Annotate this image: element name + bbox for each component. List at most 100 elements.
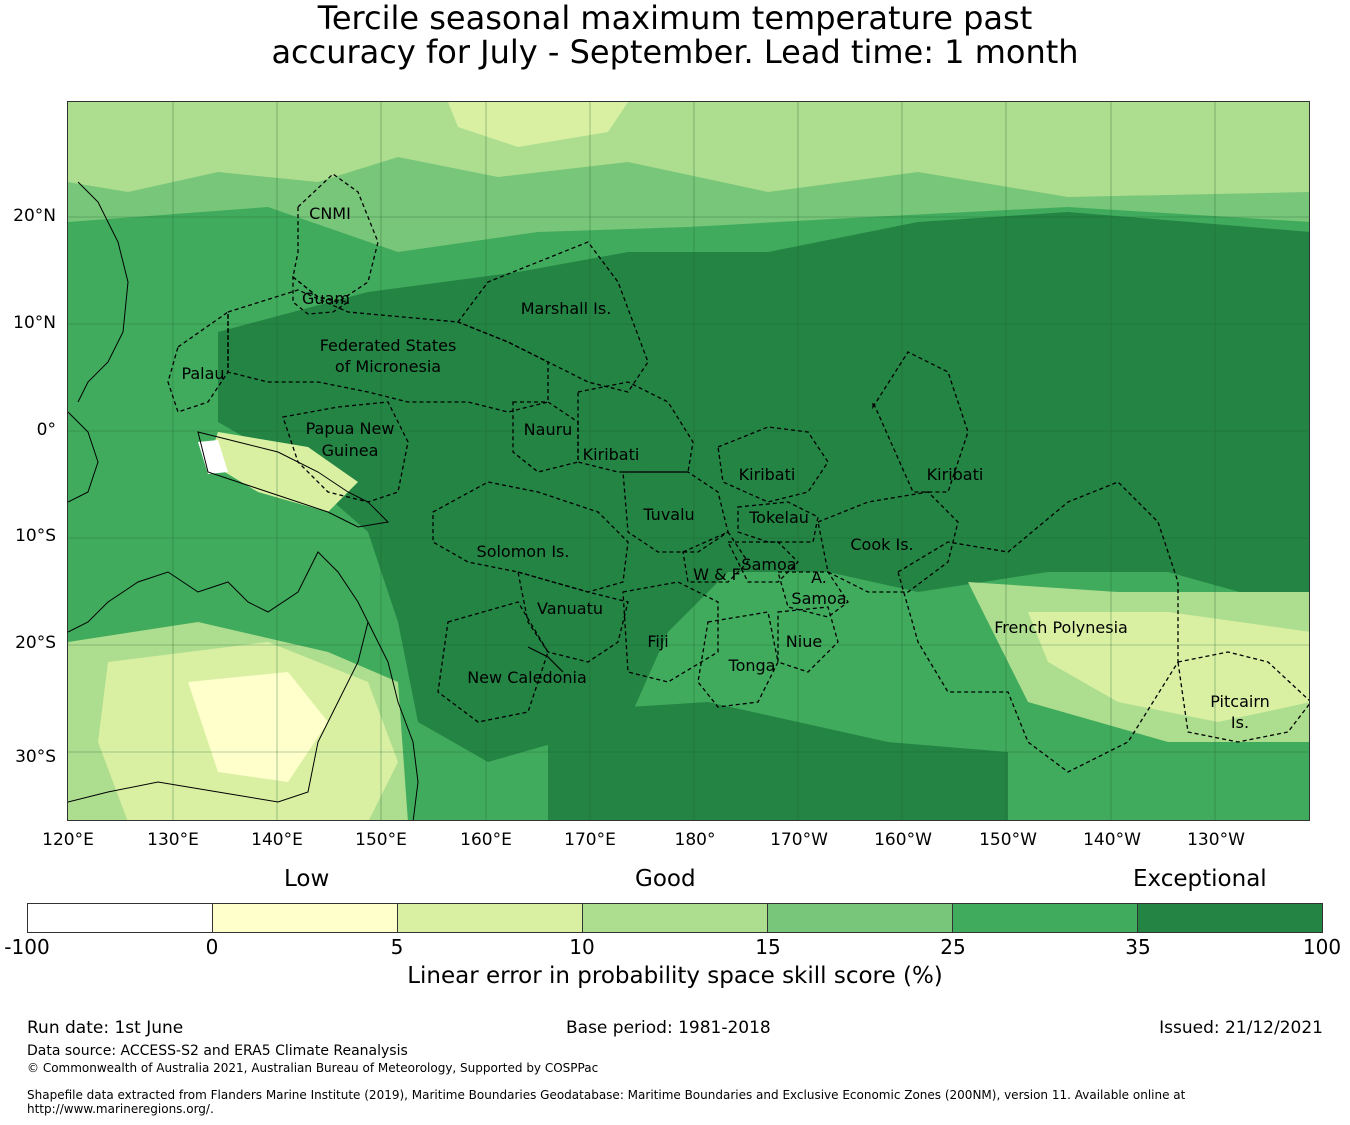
- colorbar-label: Linear error in probability space skill …: [407, 963, 943, 989]
- lon-label: 150°E: [355, 830, 407, 850]
- issued-date: Issued: 21/12/2021: [1159, 1018, 1323, 1038]
- colorbar-segment: [768, 904, 953, 932]
- lon-label: 170°W: [770, 830, 828, 850]
- region-label: New Caledonia: [467, 668, 587, 687]
- legend-category-good: Good: [635, 866, 696, 892]
- region-label: CNMI: [309, 204, 351, 223]
- eez-kiribati-phoenix: [717, 426, 829, 503]
- skill-zone-core: [218, 212, 1309, 762]
- region-label: Guam: [302, 289, 350, 308]
- region-label: French Polynesia: [994, 618, 1128, 637]
- eez-kiribati-gilbert: [577, 381, 694, 473]
- colorbar-tick: -100: [4, 935, 50, 959]
- region-label: Is.: [1231, 713, 1249, 732]
- eez-american-samoa: [777, 571, 849, 618]
- colorbar-tick: 35: [1125, 935, 1151, 959]
- lon-label: 130°E: [147, 830, 199, 850]
- eez-new-caledonia: [437, 601, 549, 723]
- region-label: Vanuatu: [537, 599, 603, 618]
- lon-label: 140°W: [1083, 830, 1141, 850]
- eez-niue: [777, 606, 839, 673]
- eez-cook: [817, 491, 959, 593]
- lon-label: 140°E: [251, 830, 303, 850]
- coastlines: [68, 181, 564, 820]
- map-title-line-1: Tercile seasonal maximum temperature pas…: [317, 0, 1033, 37]
- region-label: Kiribati: [739, 465, 796, 484]
- coast-borneo: [68, 411, 99, 503]
- region-label: Palau: [181, 364, 224, 383]
- lon-label: 120°E: [42, 830, 94, 850]
- colorbar-segment: [583, 904, 768, 932]
- region-labels: CNMI Guam Marshall Is. Federated States …: [181, 204, 1269, 732]
- region-label: Tokelau: [748, 508, 809, 527]
- region-label: of Micronesia: [335, 357, 441, 376]
- skill-zone-southwest-palest: [188, 672, 328, 782]
- lon-label: 130°W: [1187, 830, 1245, 850]
- region-label: Nauru: [524, 420, 573, 439]
- region-label: Pitcairn: [1210, 692, 1270, 711]
- region-label: Federated States: [320, 336, 457, 355]
- colorbar: [27, 903, 1323, 933]
- eez-png: [282, 401, 409, 503]
- colorbar-segment: [1138, 904, 1322, 932]
- eez-tokelau: [737, 501, 819, 543]
- map-title-line-2: accuracy for July - September. Lead time…: [271, 33, 1079, 71]
- legend-category-low: Low: [284, 866, 330, 892]
- lon-label: 170°E: [564, 830, 616, 850]
- eez-tonga: [697, 611, 779, 708]
- lat-label: 0°: [36, 420, 56, 440]
- run-date: Run date: 1st June: [27, 1018, 184, 1038]
- eez-kiribati-line: [872, 351, 969, 493]
- coast-australia: [68, 551, 369, 803]
- shapefile-credit-line-1: Shapefile data extracted from Flanders M…: [27, 1088, 1186, 1102]
- region-label: A.: [811, 568, 827, 587]
- colorbar-segment: [213, 904, 398, 932]
- colorbar-tick: 5: [390, 935, 404, 959]
- coast-australia-east: [367, 621, 419, 820]
- legend-category-exceptional: Exceptional: [1133, 866, 1267, 892]
- colorbar-segment: [398, 904, 583, 932]
- colorbar-segment: [953, 904, 1138, 932]
- region-label: Samoa: [741, 555, 796, 574]
- region-label: Marshall Is.: [521, 299, 612, 318]
- eez-fsm: [227, 289, 549, 413]
- colorbar-segment: [28, 904, 213, 932]
- region-label: Guinea: [322, 441, 379, 460]
- graticule: [68, 102, 1309, 820]
- region-label: W & F: [693, 565, 741, 584]
- colorbar-tick: 0: [205, 935, 219, 959]
- eez-fiji: [622, 581, 719, 683]
- skill-zone-southeast-pale: [1028, 612, 1309, 722]
- region-label: Cook Is.: [850, 535, 913, 554]
- coast-new-caledonia: [527, 646, 564, 673]
- colorbar-tick: 100: [1302, 935, 1342, 959]
- region-label: Fiji: [647, 632, 668, 651]
- region-label: Papua New: [306, 419, 395, 438]
- eez-solomon: [432, 481, 629, 593]
- lat-label: 10°N: [13, 313, 56, 333]
- eez-nauru: [512, 401, 579, 473]
- skill-zone-north-light: [68, 102, 1309, 197]
- base-period: Base period: 1981-2018: [566, 1018, 771, 1038]
- eez-wallis-futuna: [682, 531, 749, 583]
- eez-pitcairn: [1177, 651, 1309, 743]
- region-label: Samoa: [791, 589, 846, 608]
- eez-boundaries: [167, 173, 1309, 773]
- coast-new-guinea: [197, 431, 390, 528]
- region-label: Kiribati: [927, 465, 984, 484]
- data-source: Data source: ACCESS-S2 and ERA5 Climate …: [27, 1043, 408, 1059]
- region-label: Solomon Is.: [477, 542, 570, 561]
- coast-philippines: [77, 181, 129, 403]
- copyright: © Commonwealth of Australia 2021, Austra…: [27, 1061, 599, 1075]
- shapefile-credit-line-2: http://www.marineregions.org/.: [27, 1102, 214, 1116]
- lat-label: 30°S: [15, 747, 56, 767]
- lat-label: 20°N: [13, 206, 56, 226]
- eez-guam: [292, 275, 350, 315]
- lon-label: 180°: [674, 830, 716, 850]
- eez-cnmi: [292, 173, 379, 303]
- region-label: Niue: [786, 632, 822, 651]
- skill-zone-core-south: [548, 702, 1008, 820]
- lon-label: 160°W: [874, 830, 932, 850]
- eez-vanuatu: [517, 571, 629, 663]
- colorbar-tick: 15: [755, 935, 781, 959]
